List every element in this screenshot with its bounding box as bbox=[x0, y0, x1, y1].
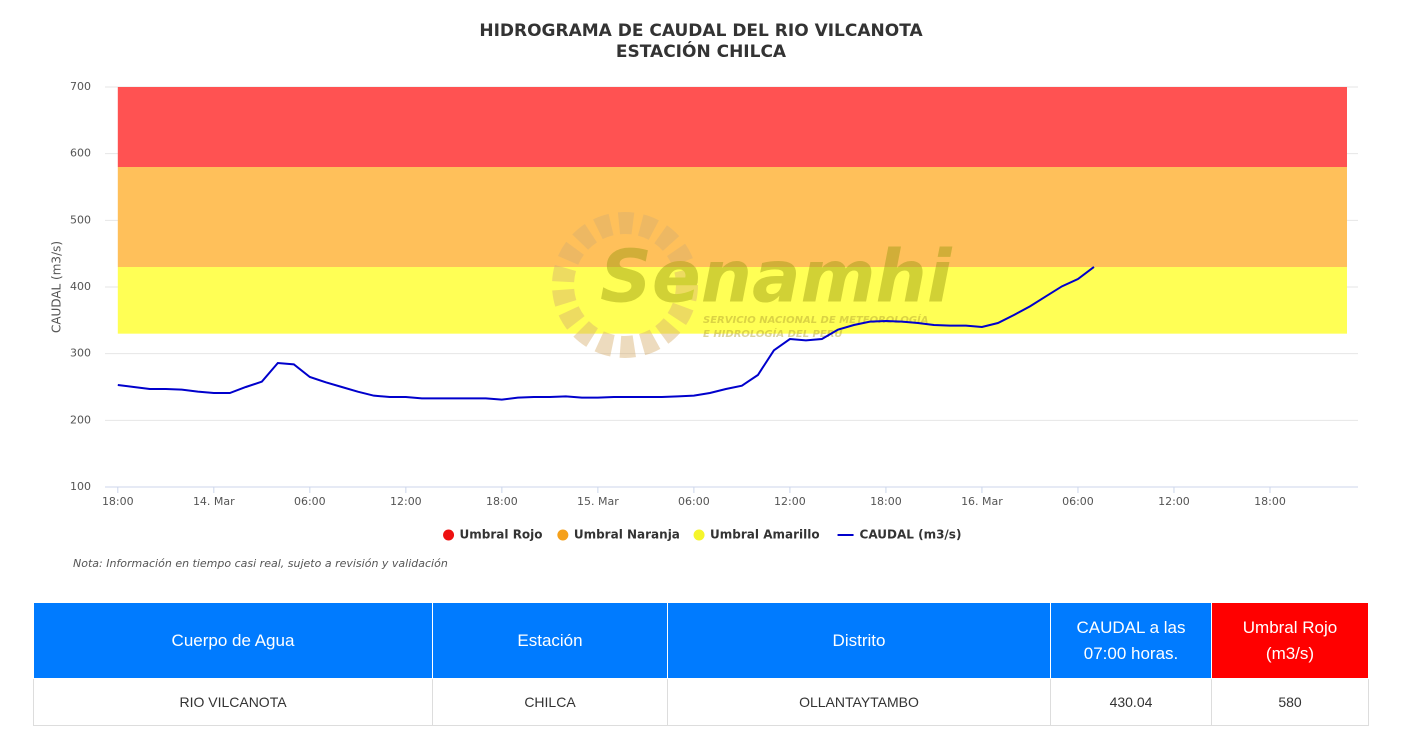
x-tick-label: 14. Mar bbox=[193, 495, 235, 508]
chart-title: HIDROGRAMA DE CAUDAL DEL RIO VILCANOTA bbox=[479, 21, 923, 41]
y-axis-label: CAUDAL (m3/s) bbox=[50, 241, 64, 333]
x-tick-label: 18:00 bbox=[102, 495, 134, 508]
legend-label: CAUDAL (m3/s) bbox=[860, 528, 962, 542]
legend-label: Umbral Rojo bbox=[460, 528, 543, 542]
table-header: Cuerpo de Agua bbox=[33, 602, 433, 679]
table-header: Distrito bbox=[667, 602, 1051, 679]
watermark-name: Senamhi bbox=[600, 235, 953, 319]
x-tick-label: 06:00 bbox=[678, 495, 710, 508]
x-tick-label: 15. Mar bbox=[577, 495, 619, 508]
chart-subtitle: ESTACIÓN CHILCA bbox=[616, 40, 787, 62]
x-tick-label: 18:00 bbox=[486, 495, 518, 508]
legend-label: Umbral Amarillo bbox=[710, 528, 820, 542]
x-tick-label: 12:00 bbox=[774, 495, 806, 508]
legend-marker bbox=[693, 529, 705, 541]
x-tick-label: 12:00 bbox=[1158, 495, 1190, 508]
table-cell: CHILCA bbox=[432, 678, 668, 726]
table-cell: 430.04 bbox=[1050, 678, 1212, 726]
table-cell: OLLANTAYTAMBO bbox=[667, 678, 1051, 726]
table-header: Umbral Rojo (m3/s) bbox=[1211, 602, 1369, 679]
watermark-text: E HIDROLOGÍA DEL PERÚ bbox=[703, 327, 843, 340]
y-tick-label: 300 bbox=[70, 347, 91, 360]
table-cell: RIO VILCANOTA bbox=[33, 678, 433, 726]
threshold-band bbox=[117, 87, 1348, 167]
table-header: Estación bbox=[432, 602, 668, 679]
x-tick-label: 06:00 bbox=[294, 495, 326, 508]
threshold-band bbox=[117, 267, 1348, 334]
data-table: Cuerpo de Agua Estación Distrito CAUDAL … bbox=[33, 602, 1369, 726]
legend-label: Umbral Naranja bbox=[574, 528, 680, 542]
y-tick-label: 500 bbox=[70, 213, 91, 226]
threshold-band bbox=[117, 167, 1348, 267]
x-tick-label: 06:00 bbox=[1062, 495, 1094, 508]
table-cell: 580 bbox=[1211, 678, 1369, 726]
watermark-sun bbox=[552, 212, 698, 358]
table-header: CAUDAL a las 07:00 horas. bbox=[1050, 602, 1212, 679]
legend-marker bbox=[557, 529, 569, 541]
y-tick-label: 700 bbox=[70, 80, 91, 93]
y-tick-label: 400 bbox=[70, 280, 91, 293]
chart: HIDROGRAMA DE CAUDAL DEL RIO VILCANOTA E… bbox=[50, 21, 1358, 570]
x-tick-label: 12:00 bbox=[390, 495, 422, 508]
watermark-text: SERVICIO NACIONAL DE METEOROLOGÍA bbox=[703, 313, 929, 326]
legend-marker bbox=[443, 529, 455, 541]
note: Nota: Información en tiempo casi real, s… bbox=[73, 557, 448, 570]
x-tick-label: 16. Mar bbox=[961, 495, 1003, 508]
data-line bbox=[117, 266, 1095, 401]
x-tick-label: 18:00 bbox=[870, 495, 902, 508]
x-tick-label: 18:00 bbox=[1254, 495, 1286, 508]
y-tick-label: 200 bbox=[70, 413, 91, 426]
y-tick-label: 600 bbox=[70, 147, 91, 160]
y-tick-label: 100 bbox=[70, 480, 91, 493]
